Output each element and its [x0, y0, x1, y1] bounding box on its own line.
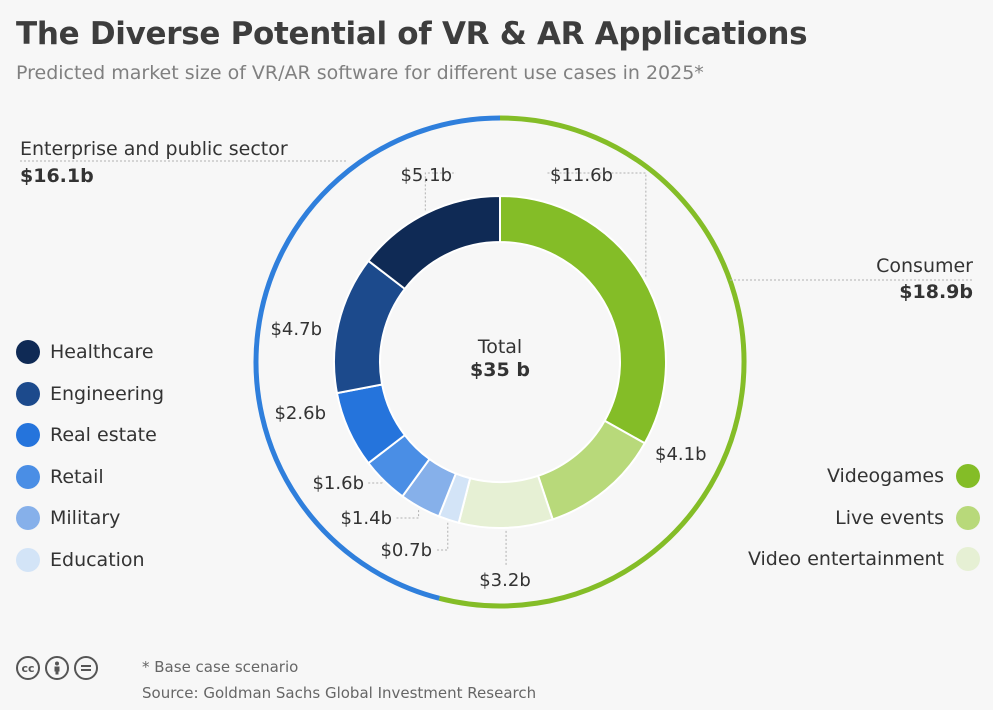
legend-item-videogames: Videogames — [827, 463, 980, 489]
value-label-real-estate: $2.6b — [274, 403, 326, 424]
legend-item-military: Military — [16, 505, 120, 531]
legend-swatch — [16, 423, 40, 447]
legend-item-live-events: Live events — [835, 505, 980, 531]
legend-item-engineering: Engineering — [16, 381, 164, 407]
slice-live-events — [536, 419, 647, 521]
value-label-engineering: $4.7b — [270, 319, 322, 340]
leader-line-healthcare — [424, 172, 456, 211]
legend-item-education: Education — [16, 547, 145, 573]
center-label: Total — [477, 336, 522, 358]
chart-subtitle: Predicted market size of VR/AR software … — [16, 62, 704, 84]
legend-swatch — [16, 340, 40, 364]
legend-item-real-estate: Real estate — [16, 422, 157, 448]
value-label-live-events: $4.1b — [655, 444, 707, 465]
value-label-education: $0.7b — [380, 540, 432, 561]
legend-swatch — [16, 506, 40, 530]
legend-label: Engineering — [50, 382, 164, 405]
group-value-enterprise: $16.1b — [20, 165, 94, 187]
legend-label: Video entertainment — [747, 548, 944, 570]
chart-title: The Diverse Potential of VR & AR Applica… — [16, 16, 808, 52]
leader-line-military — [396, 510, 420, 519]
value-label-healthcare: $5.1b — [400, 165, 452, 186]
value-label-videogames: $11.6b — [550, 165, 613, 186]
group-ring-enterprise-and-public-sector — [253, 115, 501, 601]
legend-label: Real estate — [50, 424, 157, 446]
legend-item-retail: Retail — [16, 464, 104, 490]
leader-line-education — [436, 522, 449, 551]
group-label-enterprise: Enterprise and public sector — [20, 138, 288, 160]
legend-label: Healthcare — [50, 341, 154, 363]
legend-label: Education — [50, 548, 145, 571]
nd-icon — [74, 656, 98, 680]
legend-label: Military — [50, 507, 121, 529]
slice-healthcare — [366, 194, 501, 291]
legend-label: Videogames — [826, 465, 944, 487]
license-icons: cc — [16, 656, 98, 680]
footnote: * Base case scenario — [142, 658, 299, 676]
legend-label: Retail — [50, 465, 104, 488]
center-value: $35 b — [470, 359, 530, 381]
source-note: Source: Goldman Sachs Global Investment … — [142, 684, 537, 702]
legend-label: Live events — [835, 506, 944, 529]
slice-video-entertainment — [457, 474, 554, 529]
legend-swatch — [956, 547, 980, 571]
legend-swatch — [956, 505, 980, 530]
group-label-consumer: Consumer — [876, 255, 973, 277]
group-ring-consumer — [438, 115, 747, 609]
cc-icon: cc — [16, 656, 40, 680]
legend-item-healthcare: Healthcare — [16, 339, 154, 365]
legend-item-video-entertainment: Video entertainment — [748, 546, 980, 572]
group-value-consumer: $18.9b — [899, 281, 973, 303]
value-label-retail: $1.6b — [312, 473, 364, 494]
legend-swatch — [16, 381, 40, 406]
legend-swatch — [956, 464, 980, 488]
value-label-video-entertainment: $3.2b — [479, 570, 531, 591]
by-icon — [45, 656, 69, 680]
legend-swatch — [16, 547, 40, 572]
value-label-military: $1.4b — [340, 508, 392, 529]
slice-videogames — [499, 194, 667, 445]
legend-swatch — [16, 464, 40, 489]
